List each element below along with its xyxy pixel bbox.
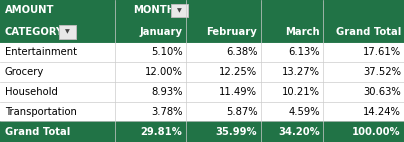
Bar: [186, 21, 261, 43]
Text: 10.21%: 10.21%: [282, 87, 320, 97]
Bar: [115, 21, 186, 43]
Bar: [0, 0, 404, 21]
Text: 37.52%: 37.52%: [363, 67, 401, 77]
Text: Grocery: Grocery: [5, 67, 44, 77]
Text: 14.24%: 14.24%: [363, 106, 401, 117]
Bar: [323, 43, 404, 62]
Bar: [323, 21, 404, 43]
Bar: [0, 62, 115, 82]
Text: ▼: ▼: [177, 8, 182, 13]
Bar: [115, 82, 186, 102]
Text: 5.87%: 5.87%: [226, 106, 257, 117]
Text: MONTH: MONTH: [133, 5, 175, 15]
Text: 12.00%: 12.00%: [145, 67, 183, 77]
Text: 34.20%: 34.20%: [278, 127, 320, 137]
Bar: [186, 102, 261, 121]
Text: 5.10%: 5.10%: [151, 47, 183, 57]
Bar: [261, 121, 323, 142]
Bar: [0, 102, 115, 121]
Text: Grand Total: Grand Total: [5, 127, 70, 137]
Bar: [261, 62, 323, 82]
Bar: [171, 4, 188, 17]
Bar: [261, 102, 323, 121]
Text: 30.63%: 30.63%: [363, 87, 401, 97]
Bar: [323, 102, 404, 121]
Text: January: January: [140, 27, 183, 37]
Text: ▼: ▼: [65, 29, 69, 34]
Bar: [59, 25, 76, 39]
Bar: [323, 82, 404, 102]
Bar: [186, 43, 261, 62]
Bar: [186, 82, 261, 102]
Text: 29.81%: 29.81%: [141, 127, 183, 137]
Bar: [0, 21, 115, 43]
Bar: [323, 121, 404, 142]
Bar: [0, 82, 115, 102]
Text: AMOUNT: AMOUNT: [5, 5, 55, 15]
Bar: [261, 21, 323, 43]
Text: March: March: [285, 27, 320, 37]
Bar: [0, 121, 115, 142]
Text: 6.13%: 6.13%: [288, 47, 320, 57]
Text: 17.61%: 17.61%: [363, 47, 401, 57]
Bar: [115, 43, 186, 62]
Text: 11.49%: 11.49%: [219, 87, 257, 97]
Bar: [261, 43, 323, 62]
Text: Transportation: Transportation: [5, 106, 77, 117]
Text: Household: Household: [5, 87, 58, 97]
Text: CATEGORY: CATEGORY: [5, 27, 64, 37]
Bar: [323, 62, 404, 82]
Bar: [186, 62, 261, 82]
Bar: [115, 102, 186, 121]
Text: 12.25%: 12.25%: [219, 67, 257, 77]
Text: 100.00%: 100.00%: [352, 127, 401, 137]
Text: 35.99%: 35.99%: [216, 127, 257, 137]
Bar: [186, 121, 261, 142]
Text: 4.59%: 4.59%: [288, 106, 320, 117]
Bar: [115, 121, 186, 142]
Text: 8.93%: 8.93%: [151, 87, 183, 97]
Text: 13.27%: 13.27%: [282, 67, 320, 77]
Text: Grand Total: Grand Total: [335, 27, 401, 37]
Bar: [261, 82, 323, 102]
Text: 6.38%: 6.38%: [226, 47, 257, 57]
Bar: [115, 62, 186, 82]
Bar: [0, 43, 115, 62]
Text: February: February: [206, 27, 257, 37]
Text: Entertainment: Entertainment: [5, 47, 77, 57]
Text: 3.78%: 3.78%: [151, 106, 183, 117]
